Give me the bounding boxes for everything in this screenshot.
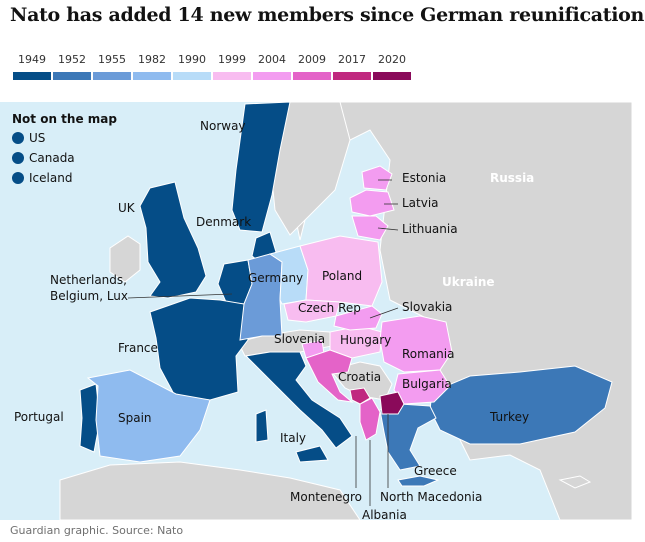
not-on-map-label: US	[29, 131, 46, 145]
label-greece: Greece	[414, 464, 457, 478]
legend-swatch	[93, 72, 131, 80]
legend-item-2009: 2009	[292, 52, 332, 82]
label-montenegro: Montenegro	[290, 490, 362, 504]
legend-swatch	[253, 72, 291, 80]
not-on-map-legend: Not on the map US Canada Iceland	[12, 110, 132, 190]
country-bulgaria	[393, 369, 451, 405]
circle-icon	[12, 172, 24, 184]
land-ireland	[109, 235, 141, 283]
legend-year: 1999	[218, 53, 246, 66]
legend-item-1949: 1949	[12, 52, 52, 82]
legend-year: 2004	[258, 53, 286, 66]
label-hungary: Hungary	[340, 333, 391, 347]
label-romania: Romania	[402, 347, 454, 361]
legend-year: 1952	[58, 53, 86, 66]
country-latvia	[349, 189, 395, 217]
land-north-africa	[59, 461, 361, 520]
label-denmark: Denmark	[196, 215, 251, 229]
legend-year: 1949	[18, 53, 46, 66]
legend-year: 1955	[98, 53, 126, 66]
island-sardinia	[255, 409, 269, 443]
legend-year: 2017	[338, 53, 366, 66]
label-croatia: Croatia	[338, 370, 381, 384]
legend-item-1952: 1952	[52, 52, 92, 82]
not-on-map-item-iceland: Iceland	[12, 168, 132, 188]
country-turkey	[429, 365, 613, 445]
legend-swatch	[333, 72, 371, 80]
country-france	[149, 297, 249, 401]
label-ukraine: Ukraine	[442, 275, 495, 289]
label-france: France	[118, 341, 158, 355]
legend-item-2017: 2017	[332, 52, 372, 82]
label-poland: Poland	[322, 269, 362, 283]
legend-item-1990: 1990	[172, 52, 212, 82]
label-germany: Germany	[248, 271, 303, 285]
country-uk	[139, 181, 207, 299]
label-latvia: Latvia	[402, 196, 439, 210]
country-greece	[379, 403, 437, 471]
label-czech: Czech Rep	[298, 301, 361, 315]
country-italy	[244, 351, 353, 449]
legend-swatch	[53, 72, 91, 80]
label-norway: Norway	[200, 119, 246, 133]
legend-swatch	[13, 72, 51, 80]
legend-year: 1990	[178, 53, 206, 66]
source-note: Guardian graphic. Source: Nato	[10, 524, 184, 537]
country-estonia	[361, 165, 393, 191]
label-uk: UK	[118, 201, 136, 215]
country-lithuania	[351, 215, 389, 241]
not-on-map-title: Not on the map	[12, 112, 117, 126]
country-north-macedonia	[379, 391, 405, 415]
not-on-map-item-us: US	[12, 128, 132, 148]
country-spain	[86, 369, 211, 463]
label-belgium-lux: Belgium, Lux	[50, 289, 128, 303]
country-montenegro	[349, 387, 371, 405]
label-turkey: Turkey	[489, 410, 529, 424]
label-albania: Albania	[362, 508, 407, 520]
circle-icon	[12, 132, 24, 144]
europe-map: Norway UK Denmark Estonia Latvia Lithuan…	[0, 102, 632, 520]
country-slovakia	[333, 305, 383, 331]
legend-swatch	[293, 72, 331, 80]
legend-year: 1982	[138, 53, 166, 66]
island-crete	[397, 475, 440, 487]
leader-benelux	[127, 293, 233, 299]
year-legend: 1949 1952 1955 1982 1990 1999 2004 2009 …	[12, 52, 412, 82]
label-lithuania: Lithuania	[402, 222, 458, 236]
circle-icon	[12, 152, 24, 164]
chart-title: Nato has added 14 new members since Germ…	[10, 4, 645, 26]
label-italy: Italy	[280, 431, 306, 445]
label-spain: Spain	[118, 411, 152, 425]
legend-item-2004: 2004	[252, 52, 292, 82]
leader-lithuania	[377, 227, 399, 231]
land-cyprus	[558, 475, 592, 489]
label-bulgaria: Bulgaria	[402, 377, 452, 391]
country-norway	[231, 102, 291, 233]
legend-year: 2009	[298, 53, 326, 66]
label-north-macedonia: North Macedonia	[380, 490, 482, 504]
legend-swatch	[173, 72, 211, 80]
not-on-map-label: Iceland	[29, 171, 73, 185]
label-portugal: Portugal	[14, 410, 64, 424]
legend-year: 2020	[378, 53, 406, 66]
country-croatia	[305, 349, 354, 403]
label-estonia: Estonia	[402, 171, 446, 185]
label-netherlands: Netherlands,	[50, 273, 127, 287]
leader-lines	[127, 179, 399, 506]
not-on-map-item-canada: Canada	[12, 148, 132, 168]
island-sicily	[295, 445, 329, 463]
label-slovakia: Slovakia	[402, 300, 452, 314]
legend-item-1982: 1982	[132, 52, 172, 82]
label-slovenia: Slovenia	[274, 332, 325, 346]
legend-swatch	[373, 72, 411, 80]
not-on-map-label: Canada	[29, 151, 75, 165]
legend-item-1955: 1955	[92, 52, 132, 82]
legend-item-1999: 1999	[212, 52, 252, 82]
legend-swatch	[133, 72, 171, 80]
legend-swatch	[213, 72, 251, 80]
country-albania	[359, 397, 381, 441]
legend-item-2020: 2020	[372, 52, 412, 82]
label-russia: Russia	[490, 171, 534, 185]
leader-slovakia	[369, 307, 399, 319]
